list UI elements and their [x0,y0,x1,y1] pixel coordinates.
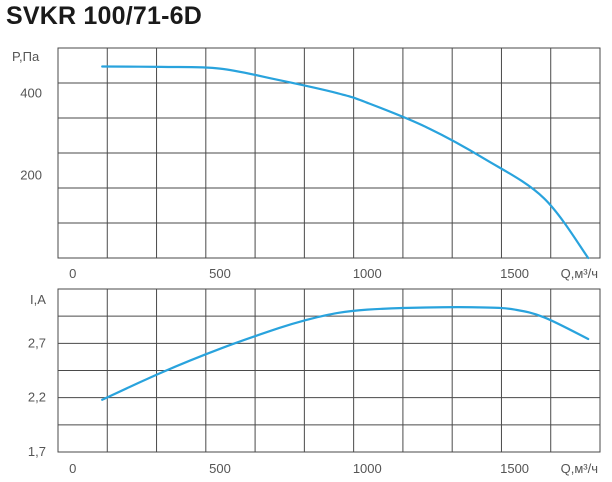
page-title: SVKR 100/71-6D [6,2,202,30]
y-axis-label: P,Па [12,49,40,64]
y-tick-label: 2,7 [28,335,46,350]
current-curve [101,306,590,401]
y-tick-label: 2,2 [28,390,46,405]
y-axis-label: I,A [30,292,46,307]
x-tick-label: 500 [209,461,231,476]
plot-frame [57,47,601,259]
x-tick-label: 1500 [500,461,529,476]
pressure-curve [101,65,590,260]
x-tick-label: 1000 [353,461,382,476]
y-tick-label: 200 [20,168,42,183]
x-tick-label: 0 [69,461,76,476]
plot-frame [57,288,601,453]
y-tick-label: 400 [20,85,42,100]
x-tick-label: 1000 [353,266,382,281]
x-axis-label: Q,м³/ч [561,266,598,281]
x-tick-label: 1500 [500,266,529,281]
x-axis-label: Q,м³/ч [561,461,598,476]
y-tick-label: 1,7 [28,444,46,459]
x-tick-label: 0 [69,266,76,281]
x-tick-label: 500 [209,266,231,281]
